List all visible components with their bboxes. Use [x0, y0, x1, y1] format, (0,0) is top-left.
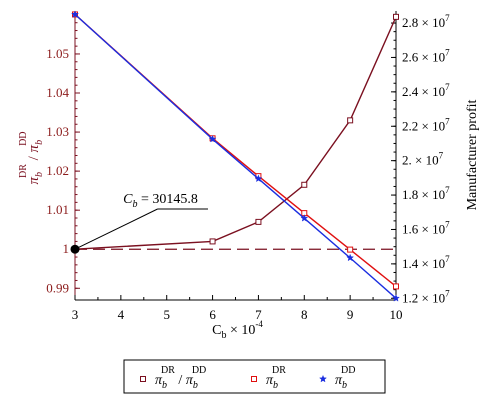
y-right-tick-label: 2.4 × 107: [402, 82, 450, 99]
data-point: [346, 253, 355, 262]
legend-entry-1: πbDR: [266, 365, 286, 391]
series-line-0: [74, 16, 397, 250]
x-tick-label: 4: [118, 307, 125, 322]
x-tick-label: 10: [390, 307, 403, 322]
y-left-tick-label: 0.99: [46, 280, 69, 295]
y-right-tick-label: 1.8 × 107: [402, 185, 450, 202]
data-point: [254, 174, 263, 183]
data-point: [392, 294, 400, 302]
x-tick-label: 3: [72, 307, 79, 322]
legend-entry-0: πbDR / πbDD: [155, 365, 206, 391]
x-tick-label: 5: [163, 307, 170, 322]
y-left-tick-label: 1.03: [46, 124, 69, 139]
y-left-tick-label: 1.05: [46, 46, 69, 61]
data-point: [140, 376, 146, 382]
y-right-tick-label: 2. × 107: [402, 151, 444, 168]
x-tick-label: 9: [347, 307, 354, 322]
x-tick-label: 7: [255, 307, 262, 322]
annotation-leader: [74, 208, 158, 250]
x-axis-label: Cb × 10-4: [212, 319, 263, 341]
y-right-tick-label: 2.2 × 107: [402, 116, 450, 133]
y-left-axis-label: πbDR / πbDD: [18, 131, 45, 184]
y-right-tick-label: 1.6 × 107: [402, 219, 450, 236]
y-right-tick-label: 1.2 × 107: [402, 288, 450, 305]
y-left-tick-label: 1.04: [46, 85, 69, 100]
legend-entry-2: πbDD: [335, 365, 355, 391]
data-point: [255, 218, 262, 225]
x-tick-label: 8: [301, 307, 308, 322]
data-point: [71, 10, 79, 18]
data-point: [347, 117, 354, 124]
x-tick-label: 6: [209, 307, 216, 322]
data-point: [300, 214, 309, 222]
y-left-tick-label: 1.01: [46, 202, 69, 217]
annotation-point: [70, 244, 80, 254]
data-point: [209, 238, 216, 245]
data-point: [301, 181, 308, 188]
series-line-2: [74, 13, 397, 299]
data-point: [347, 246, 354, 253]
y-right-tick-label: 1.4 × 107: [402, 254, 450, 271]
data-point: [251, 376, 257, 382]
y-right-tick-label: 2.6 × 107: [402, 47, 450, 64]
series-line-1: [74, 13, 397, 287]
y-right-tick-label: 2.8 × 107: [402, 13, 450, 30]
y-left-tick-label: 1: [63, 241, 70, 256]
data-point: [319, 374, 327, 383]
y-right-axis-label: Manufacturer profit: [465, 100, 480, 211]
annotation-label: Cb = 30145.8: [123, 192, 198, 210]
data-point: [393, 283, 399, 290]
data-point: [393, 13, 399, 20]
y-left-tick-label: 1.02: [46, 163, 69, 178]
y-right-axis-label-group: Manufacturer profit: [465, 100, 480, 211]
data-point: [208, 134, 217, 143]
y-left-axis-label-text: πbDR / πbDD: [18, 131, 45, 184]
